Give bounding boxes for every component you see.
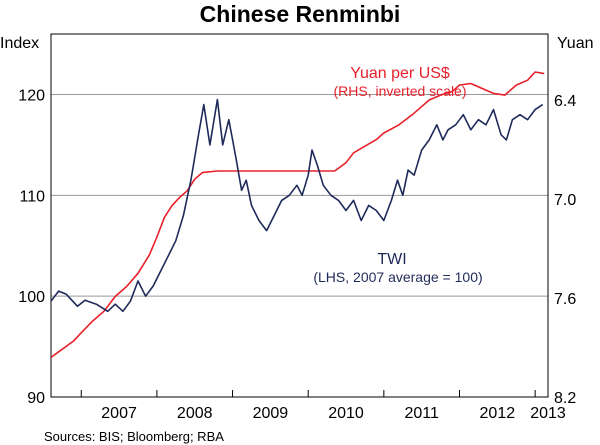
- x-tick-label: 2013: [530, 405, 566, 422]
- yuan-series-line: [50, 71, 545, 359]
- right-axis-ticks: 6.4 7.0 7.6 8.2: [554, 93, 576, 407]
- right-tick-label: 6.4: [554, 93, 576, 110]
- gridlines: [51, 94, 548, 297]
- x-tick-label: 2009: [253, 405, 289, 422]
- plot-frame: [50, 33, 549, 398]
- right-tick-label: 8.2: [554, 390, 576, 407]
- left-axis-unit: Index: [0, 35, 39, 52]
- yuan-series-sublabel: (RHS, inverted scale): [333, 83, 466, 99]
- x-tick-label: 2010: [328, 405, 364, 422]
- x-tick-label: 2008: [177, 405, 213, 422]
- twi-series-line: [50, 98, 544, 313]
- source-note: Sources: BIS; Bloomberg; RBA: [44, 429, 224, 444]
- x-axis-ticks: 2007 2008 2009 2010 2011 2012 2013: [80, 390, 566, 422]
- left-tick-label: 110: [19, 188, 45, 205]
- x-tick-label: 2007: [101, 405, 137, 422]
- twi-series-sublabel: (LHS, 2007 average = 100): [313, 269, 482, 285]
- yuan-series-label: Yuan per US$: [350, 65, 450, 82]
- right-axis-unit: Yuan: [557, 35, 593, 52]
- x-tick-label: 2011: [404, 405, 439, 422]
- series-group: [50, 71, 545, 359]
- x-tick-label: 2012: [480, 405, 516, 422]
- right-tick-label: 7.0: [554, 192, 576, 209]
- left-tick-label: 100: [18, 289, 45, 306]
- left-tick-label: 90: [27, 390, 45, 407]
- chart-title: Chinese Renminbi: [200, 1, 401, 27]
- right-tick-label: 7.6: [554, 291, 576, 308]
- left-axis-ticks: 120 110 100 90: [18, 88, 45, 408]
- twi-series-label: TWI: [377, 251, 406, 268]
- left-tick-label: 120: [18, 88, 45, 105]
